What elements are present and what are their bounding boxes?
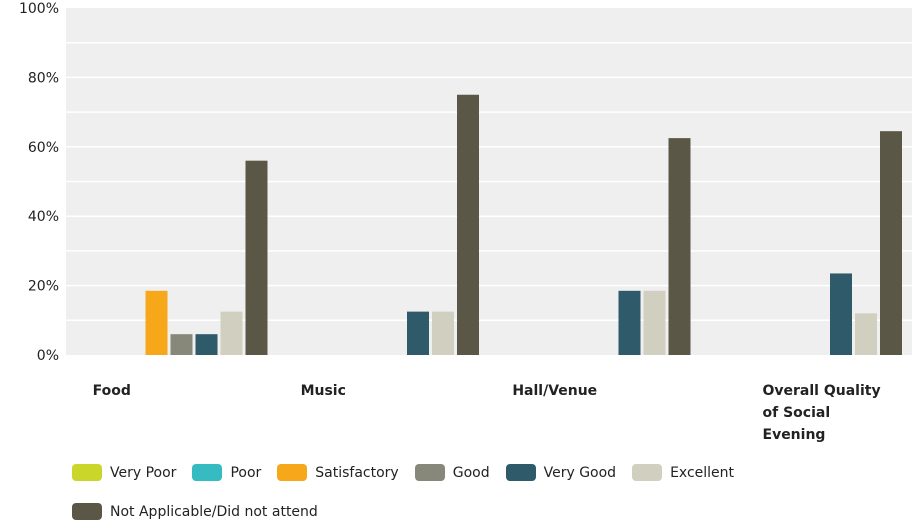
legend-swatch bbox=[632, 464, 663, 481]
x-axis-category-labels: Food Music Hall/Venue Overall Quality of Soc… bbox=[93, 383, 881, 443]
bar-very-good-0 bbox=[195, 334, 218, 355]
x-category-label: Overall Quality of Social Evening bbox=[763, 383, 881, 443]
legend-item-not-applicable-did-not-attend: Not Applicable/Did not attend bbox=[72, 503, 318, 520]
y-tick-label: 20% bbox=[28, 279, 59, 295]
bar-not-applicable-did-not-attend-1 bbox=[457, 94, 479, 355]
legend-swatch bbox=[505, 464, 536, 481]
legend-item-satisfactory: Satisfactory bbox=[277, 464, 399, 481]
y-tick-label: 100% bbox=[19, 1, 59, 17]
legend-item-excellent: Excellent bbox=[632, 464, 734, 481]
y-tick-label: 40% bbox=[28, 209, 59, 225]
x-category-label: Food bbox=[93, 383, 131, 399]
legend-label: Not Applicable/Did not attend bbox=[110, 503, 318, 520]
y-tick-label: 60% bbox=[28, 140, 59, 156]
bars bbox=[145, 94, 902, 355]
legend-label: Satisfactory bbox=[315, 464, 399, 481]
bar-not-applicable-did-not-attend-3 bbox=[880, 131, 902, 355]
bar-very-good-1 bbox=[407, 311, 429, 355]
x-category-label: Music bbox=[301, 383, 346, 399]
bar-excellent-3 bbox=[855, 313, 877, 355]
bar-not-applicable-did-not-attend-0 bbox=[245, 160, 268, 355]
bar-chart: 0% 20% 40% 60% 80% 100% Food Music Hall/Venue Ov… bbox=[19, 1, 912, 443]
y-axis-tick-labels: 0% 20% 40% 60% 80% 100% bbox=[19, 1, 59, 364]
bar-not-applicable-did-not-attend-2 bbox=[668, 138, 691, 355]
legend-swatch bbox=[277, 464, 308, 481]
bar-very-good-2 bbox=[618, 290, 641, 355]
legend-item-very-poor: Very Poor bbox=[72, 464, 176, 481]
y-tick-label: 0% bbox=[37, 348, 59, 364]
bar-excellent-0 bbox=[220, 311, 243, 355]
legend-swatch bbox=[72, 503, 102, 520]
legend-item-good: Good bbox=[414, 464, 490, 481]
legend-swatch bbox=[192, 464, 223, 481]
legend-label: Excellent bbox=[670, 464, 735, 481]
legend-item-poor: Poor bbox=[192, 464, 261, 481]
gridlines bbox=[66, 41, 912, 322]
legend-item-very-good: Very Good bbox=[505, 464, 617, 481]
bar-excellent-2 bbox=[643, 290, 666, 355]
legend-label: Good bbox=[452, 464, 490, 481]
legend-label: Very Poor bbox=[110, 464, 177, 481]
legend-swatch bbox=[72, 464, 102, 481]
legend-swatch bbox=[414, 464, 445, 481]
bar-good-0 bbox=[170, 334, 193, 355]
legend: Very Poor Poor Satisfactory Good Very Good Ex… bbox=[72, 464, 912, 520]
x-category-label: Hall/Venue bbox=[512, 383, 597, 399]
bar-satisfactory-0 bbox=[145, 290, 168, 355]
y-tick-label: 80% bbox=[28, 70, 59, 86]
bar-excellent-1 bbox=[432, 311, 454, 355]
bar-very-good-3 bbox=[830, 273, 852, 355]
legend-label: Very Good bbox=[543, 464, 617, 481]
legend-label: Poor bbox=[230, 464, 262, 481]
